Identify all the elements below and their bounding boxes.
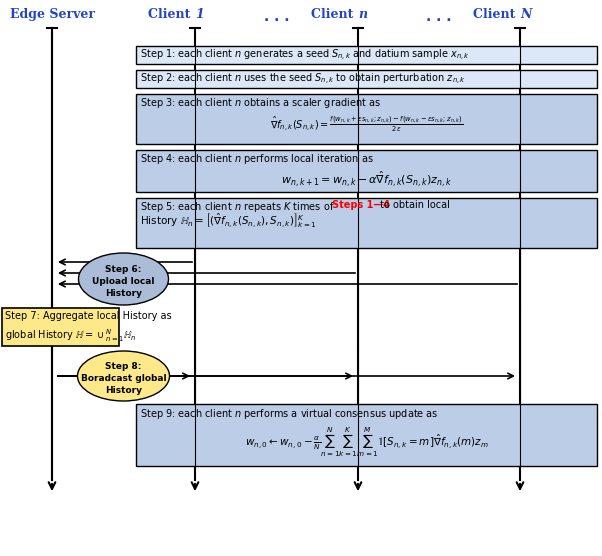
Text: Step 7: Aggregate local History as
global History $\mathbb{H} = \cup^N_{n=1}\mat: Step 7: Aggregate local History as globa…	[5, 311, 172, 344]
Text: $\hat{\nabla}f_{n,k}(S_{n,k}) = \frac{f(w_{n,k}+\varepsilon s_{n,k};z_{n,k})-f(w: $\hat{\nabla}f_{n,k}(S_{n,k}) = \frac{f(…	[270, 114, 463, 134]
Text: Edge Server: Edge Server	[10, 8, 95, 21]
Text: Client: Client	[148, 8, 195, 21]
Bar	[136, 198, 597, 248]
Text: Client: Client	[311, 8, 358, 21]
Text: . . .: . . .	[264, 10, 289, 24]
Text: Step 5: each client $n$ repeats $K$ times of: Step 5: each client $n$ repeats $K$ time…	[140, 200, 335, 214]
Bar	[136, 46, 597, 64]
Text: Steps 1—4: Steps 1—4	[332, 200, 390, 210]
Bar	[2, 308, 119, 346]
Text: History $\mathbb{H}_n = \left[(\hat{\nabla}f_{n,k}(S_{n,k}),S_{n,k})\right]^K_{k: History $\mathbb{H}_n = \left[(\hat{\nab…	[140, 212, 317, 231]
Text: Step 1: each client $n$ generates a seed $S_{n,k}$ and datium sample $x_{n,k}$: Step 1: each client $n$ generates a seed…	[140, 48, 470, 63]
Text: 1: 1	[195, 8, 203, 21]
Text: $w_{n,k+1} = w_{n,k} - \alpha\hat{\nabla}f_{n,k}(S_{n,k})z_{n,k}$: $w_{n,k+1} = w_{n,k} - \alpha\hat{\nabla…	[281, 170, 452, 190]
Text: . . .: . . .	[426, 10, 452, 24]
Ellipse shape	[78, 253, 169, 305]
Text: Step 3: each client $n$ obtains a scaler gradient as: Step 3: each client $n$ obtains a scaler…	[140, 96, 381, 110]
Text: to obtain local: to obtain local	[377, 200, 450, 210]
Text: $w_{n,0} \leftarrow w_{n,0} - \frac{\alpha}{N}\sum^{N}_{n=1}\sum^{K}_{k=1}\sum^{: $w_{n,0} \leftarrow w_{n,0} - \frac{\alp…	[244, 426, 488, 459]
Bar	[136, 150, 597, 192]
Text: Step 8:
Boradcast global
History: Step 8: Boradcast global History	[81, 362, 166, 395]
Bar	[136, 94, 597, 144]
Text: Step 2: each client $n$ uses the seed $S_{n,k}$ to obtain perturbation $z_{n,k}$: Step 2: each client $n$ uses the seed $S…	[140, 72, 466, 87]
Bar	[136, 404, 597, 466]
Text: Step 9: each client $n$ performs a virtual consensus update as: Step 9: each client $n$ performs a virtu…	[140, 407, 439, 421]
Ellipse shape	[78, 351, 170, 401]
Text: Step 6:
Upload local
History: Step 6: Upload local History	[92, 265, 155, 297]
Text: Step 4: each client $n$ performs local iteration as: Step 4: each client $n$ performs local i…	[140, 152, 374, 166]
Text: n: n	[358, 8, 367, 21]
Text: Client: Client	[473, 8, 520, 21]
Bar	[136, 70, 597, 88]
Text: N: N	[520, 8, 532, 21]
